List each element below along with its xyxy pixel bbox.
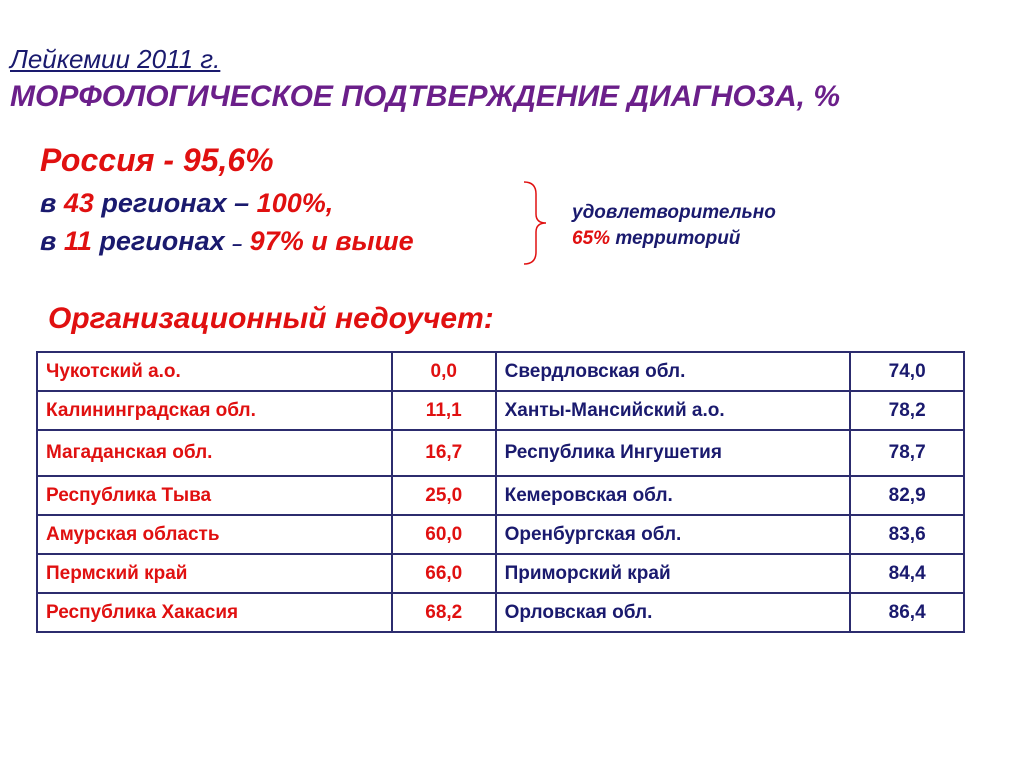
right-region-name: Кемеровская обл. xyxy=(494,475,852,516)
table-row: Пермский край 66,0 Приморский край 84,4 xyxy=(36,553,965,594)
left-region-value: 60,0 xyxy=(390,514,497,555)
satisfactory-note: удовлетворительно 65% территорий xyxy=(572,200,776,252)
regions-97-line: в 11 регионах – 97% и выше xyxy=(40,226,414,257)
left-region-value: 16,7 xyxy=(390,429,497,477)
section-title: Организационный недоучет: xyxy=(48,302,494,335)
table-row: Калининградская обл. 11,1 Ханты-Мансийский… xyxy=(36,390,965,431)
underreporting-table: Чукотский а.о. 0,0 Свердловская обл. 74,0 Ка… xyxy=(36,351,965,633)
line1-value: 100%, xyxy=(256,188,334,218)
right-region-name: Ханты-Мансийский а.о. xyxy=(494,390,852,431)
left-region-value: 68,2 xyxy=(390,592,497,633)
right-region-name: Приморский край xyxy=(494,553,852,594)
right-region-value: 78,2 xyxy=(849,390,965,431)
right-region-name: Республика Ингушетия xyxy=(494,429,852,477)
table-row: Амурская область 60,0 Оренбургская обл. 83,… xyxy=(36,514,965,555)
left-region-name: Республика Тыва xyxy=(36,475,393,516)
line1-count: 43 xyxy=(63,188,94,218)
right-region-name: Оренбургская обл. xyxy=(494,514,852,555)
line2-mid: регионах xyxy=(99,226,225,256)
line1-mid: регионах – xyxy=(101,188,250,218)
curly-brace-icon xyxy=(523,181,547,265)
line2-prefix: в xyxy=(40,226,57,256)
regions-100-line: в 43 регионах – 100%, xyxy=(40,188,333,219)
page-title: Лейкемии 2011 г. xyxy=(10,44,221,74)
left-region-value: 25,0 xyxy=(390,475,497,516)
left-region-name: Чукотский а.о. xyxy=(36,351,393,392)
line1-prefix: в xyxy=(40,188,57,218)
table-row: Республика Тыва 25,0 Кемеровская обл. 82,9 xyxy=(36,475,965,516)
right-region-name: Орловская обл. xyxy=(494,592,852,633)
right-region-value: 78,7 xyxy=(849,429,965,477)
left-region-name: Пермский край xyxy=(36,553,393,594)
line2-dash: – xyxy=(232,234,243,254)
left-region-name: Магаданская обл. xyxy=(36,429,393,477)
left-region-name: Калининградская обл. xyxy=(36,390,393,431)
note-line1: удовлетворительно xyxy=(572,202,776,223)
table-row: Чукотский а.о. 0,0 Свердловская обл. 74,0 xyxy=(36,351,965,392)
page-subtitle: МОРФОЛОГИЧЕСКОЕ ПОДТВЕРЖДЕНИЕ ДИАГНОЗА, … xyxy=(10,80,841,113)
right-region-value: 84,4 xyxy=(849,553,965,594)
line2-count: 11 xyxy=(63,226,92,256)
note-percent: 65% xyxy=(572,228,611,249)
left-region-name: Амурская область xyxy=(36,514,393,555)
line2-value: 97% и выше xyxy=(249,226,414,256)
right-region-value: 82,9 xyxy=(849,475,965,516)
right-region-value: 83,6 xyxy=(849,514,965,555)
note-rest: территорий xyxy=(615,228,741,249)
table-row: Магаданская обл. 16,7 Республика Ингушетия… xyxy=(36,429,965,477)
left-region-name: Республика Хакасия xyxy=(36,592,393,633)
table-body: Чукотский а.о. 0,0 Свердловская обл. 74,0 Ка… xyxy=(36,351,965,633)
table-row: Республика Хакасия 68,2 Орловская обл. 86,4 xyxy=(36,592,965,633)
right-region-value: 86,4 xyxy=(849,592,965,633)
russia-summary: Россия - 95,6% xyxy=(40,142,274,178)
note-line2: 65% территорий xyxy=(572,226,776,252)
right-region-value: 74,0 xyxy=(849,351,965,392)
left-region-value: 11,1 xyxy=(390,390,497,431)
left-region-value: 0,0 xyxy=(390,351,497,392)
left-region-value: 66,0 xyxy=(390,553,497,594)
right-region-name: Свердловская обл. xyxy=(494,351,852,392)
